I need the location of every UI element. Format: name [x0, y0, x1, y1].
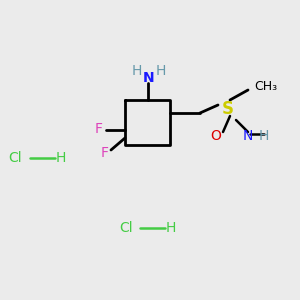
Text: H: H — [259, 129, 269, 143]
Text: O: O — [211, 129, 221, 143]
Text: S: S — [222, 100, 234, 118]
Text: N: N — [243, 129, 253, 143]
Text: F: F — [95, 122, 103, 136]
Text: Cl: Cl — [8, 151, 22, 165]
Text: N: N — [143, 71, 155, 85]
Text: Cl: Cl — [119, 221, 133, 235]
Text: H: H — [166, 221, 176, 235]
Text: CH₃: CH₃ — [254, 80, 277, 92]
Text: F: F — [101, 146, 109, 160]
Text: H: H — [132, 64, 142, 78]
Text: H: H — [56, 151, 66, 165]
Text: H: H — [156, 64, 166, 78]
